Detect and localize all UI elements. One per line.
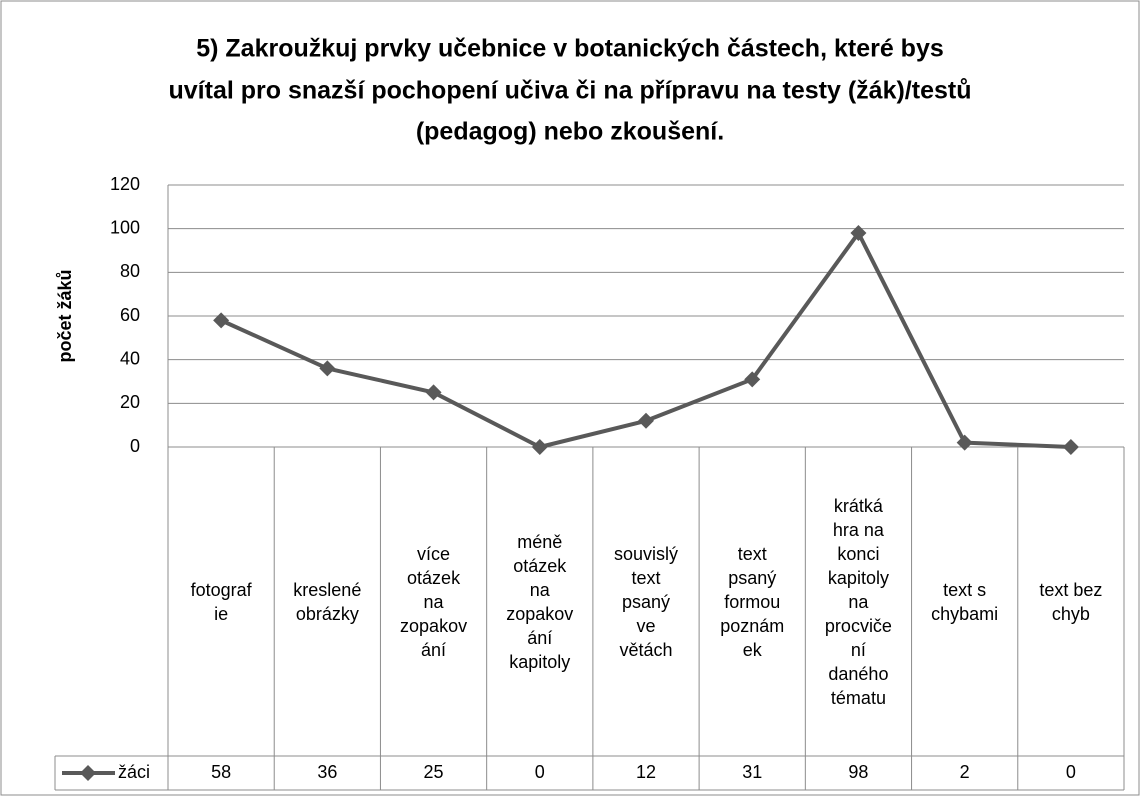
x-tick-label: otázek xyxy=(513,556,567,576)
marker xyxy=(1062,439,1079,455)
marker xyxy=(956,434,973,451)
x-tick-label: ie xyxy=(214,604,228,624)
table-value: 31 xyxy=(742,762,762,782)
x-tick-label: hra na xyxy=(833,520,885,540)
table-value: 36 xyxy=(317,762,337,782)
x-tick-label: poznám xyxy=(720,616,784,636)
table-value: 12 xyxy=(636,762,656,782)
x-tick-label: ní xyxy=(851,640,866,660)
x-tick-label: text xyxy=(738,544,767,564)
table-value: 58 xyxy=(211,762,231,782)
marker xyxy=(638,412,654,429)
table-value: 0 xyxy=(1066,762,1076,782)
x-tick-label: fotograf xyxy=(191,580,253,600)
y-tick-label: 60 xyxy=(120,305,140,325)
x-tick-label: obrázky xyxy=(296,604,359,624)
table-value: 2 xyxy=(960,762,970,782)
x-tick-label: ek xyxy=(743,640,763,660)
x-tick-label: kreslené xyxy=(293,580,361,600)
x-tick-label: daného xyxy=(828,664,888,684)
legend-marker xyxy=(80,765,96,781)
y-tick-label: 80 xyxy=(120,261,140,281)
x-tick-label: text s xyxy=(943,580,986,600)
marker xyxy=(425,384,442,401)
y-tick-label: 40 xyxy=(120,348,140,368)
x-tick-label: více xyxy=(417,544,450,564)
y-tick-label: 120 xyxy=(110,174,140,194)
chart-title: uvítal pro snazší pochopení učiva či na … xyxy=(169,77,972,105)
marker xyxy=(319,360,336,377)
x-tick-label: zopakov xyxy=(506,604,573,624)
x-tick-label: zopakov xyxy=(400,616,467,636)
marker xyxy=(744,371,761,388)
x-tick-label: na xyxy=(530,580,551,600)
x-tick-label: chyb xyxy=(1052,604,1090,624)
x-tick-label: krátká xyxy=(834,496,884,516)
y-tick-label: 20 xyxy=(120,392,140,412)
x-tick-label: ání xyxy=(527,628,552,648)
chart-title: (pedagog) nebo zkoušení. xyxy=(416,118,724,146)
table-value: 0 xyxy=(535,762,545,782)
x-tick-label: ání xyxy=(421,640,446,660)
legend-label: žáci xyxy=(118,762,150,782)
x-tick-label: psaný xyxy=(622,592,670,612)
marker xyxy=(531,439,548,455)
x-tick-label: psaný xyxy=(728,568,776,588)
x-tick-label: větách xyxy=(619,640,672,660)
x-tick-label: otázek xyxy=(407,568,461,588)
x-tick-label: souvislý xyxy=(614,544,678,564)
table-value: 25 xyxy=(424,762,444,782)
y-tick-label: 100 xyxy=(110,217,140,237)
x-tick-label: kapitoly xyxy=(509,652,570,672)
x-tick-label: procviče xyxy=(825,616,892,636)
x-tick-label: konci xyxy=(837,544,879,564)
x-tick-label: text xyxy=(631,568,660,588)
table-value: 98 xyxy=(848,762,868,782)
marker xyxy=(213,312,230,329)
x-tick-label: ve xyxy=(636,616,655,636)
y-axis-label: počet žáků xyxy=(55,269,75,362)
x-tick-label: formou xyxy=(724,592,780,612)
x-tick-label: méně xyxy=(517,532,562,552)
y-tick-label: 0 xyxy=(130,436,140,456)
x-tick-label: kapitoly xyxy=(828,568,889,588)
x-tick-label: text bez xyxy=(1039,580,1102,600)
chart-title: 5) Zakroužkuj prvky učebnice v botanický… xyxy=(196,35,944,63)
x-tick-label: na xyxy=(848,592,869,612)
x-tick-label: tématu xyxy=(831,688,886,708)
x-tick-label: na xyxy=(424,592,445,612)
x-tick-label: chybami xyxy=(931,604,998,624)
marker xyxy=(850,225,867,242)
